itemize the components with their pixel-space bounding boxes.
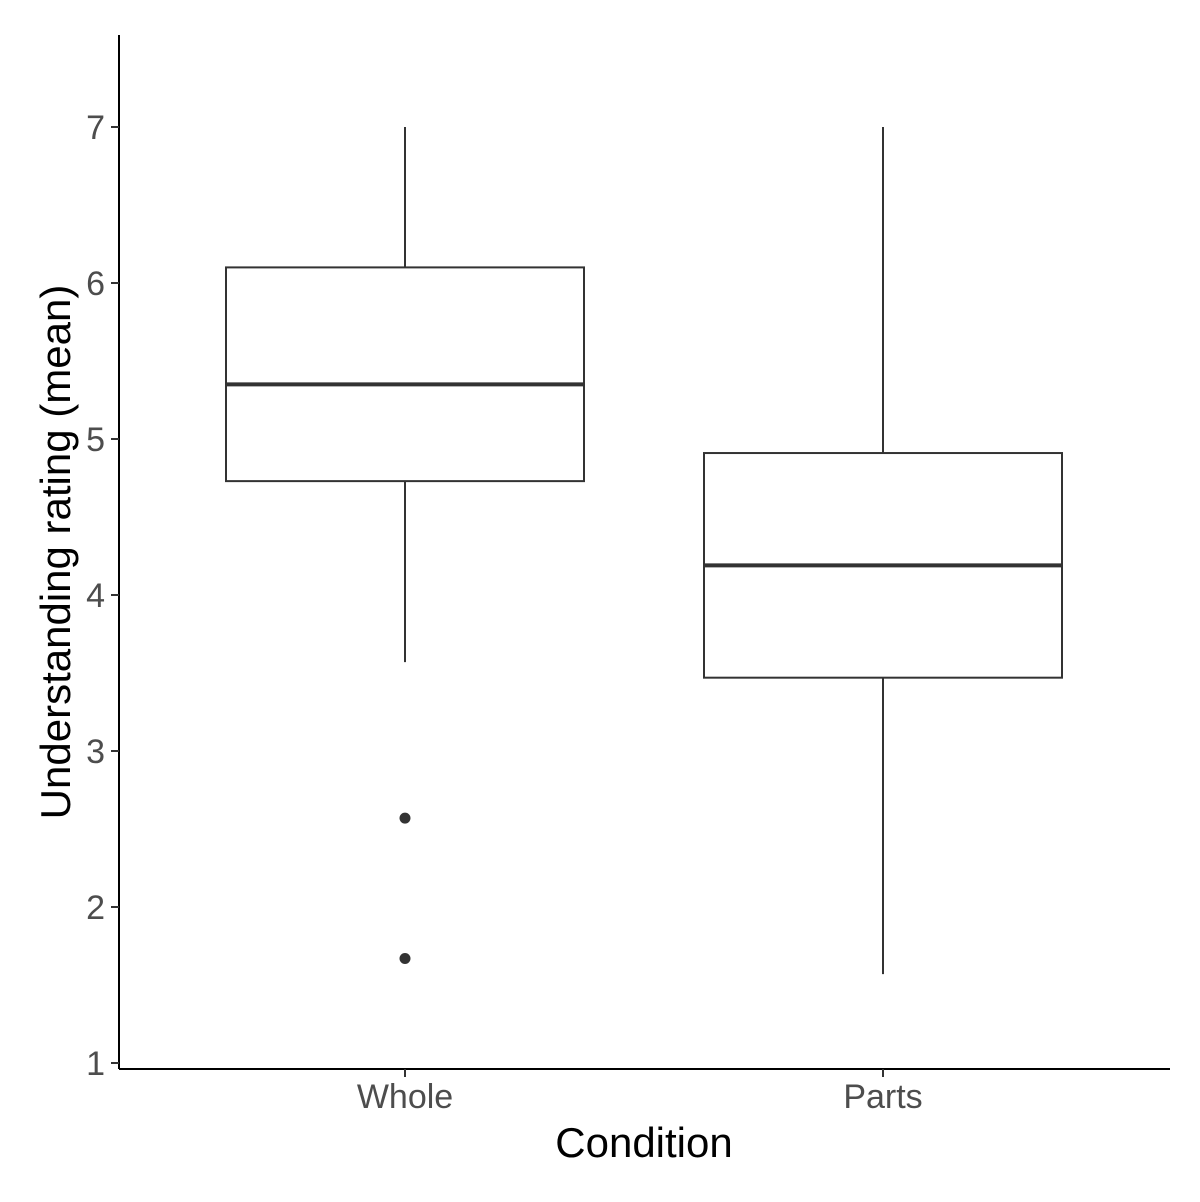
y-tick-label: 3	[86, 733, 105, 771]
y-tick-label: 7	[86, 109, 105, 147]
box-parts	[703, 127, 1063, 975]
x-ticks: Whole Parts	[357, 1069, 923, 1116]
y-tick-label: 1	[86, 1045, 105, 1083]
box-iqr	[225, 266, 585, 483]
axes	[118, 35, 1170, 1070]
outlier-point	[399, 952, 411, 964]
y-tick-label: 4	[86, 577, 105, 615]
y-axis-title: Understanding rating (mean)	[32, 285, 79, 820]
y-ticks: 1 2 3 4 5 6 7	[86, 109, 119, 1083]
outlier-point	[399, 812, 411, 824]
x-tick-label: Parts	[843, 1078, 922, 1116]
y-tick-label: 5	[86, 421, 105, 459]
box-whole	[225, 127, 585, 964]
x-axis-title: Condition	[555, 1119, 732, 1166]
y-tick-label: 2	[86, 889, 105, 927]
x-tick-label: Whole	[357, 1078, 453, 1116]
plot-area	[225, 127, 1063, 975]
y-tick-label: 6	[86, 265, 105, 303]
